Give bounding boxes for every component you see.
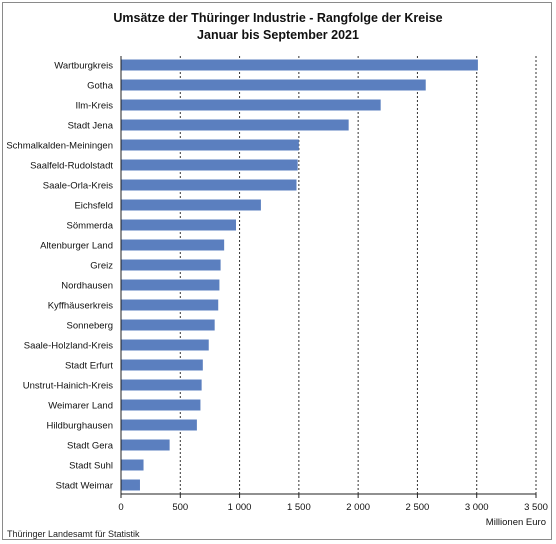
bar (121, 99, 381, 111)
bar (121, 239, 225, 251)
bar (121, 259, 221, 271)
bar (121, 59, 478, 71)
x-tick-label: 2 000 (346, 502, 370, 513)
category-label: Stadt Weimar (56, 481, 113, 492)
chart-title: Umsätze der Thüringer Industrie - Rangfo… (113, 11, 443, 25)
category-label: Greiz (90, 261, 113, 272)
category-label: Weimarer Land (48, 401, 113, 412)
bar (121, 219, 237, 231)
x-tick-label: 3 000 (465, 502, 489, 513)
category-label: Saalfeld-Rudolstadt (30, 161, 113, 172)
bar (121, 399, 201, 411)
x-tick-label: 2 500 (406, 502, 430, 513)
x-tick-label: 500 (172, 502, 188, 513)
category-label: Altenburger Land (40, 241, 113, 252)
category-label: Saale-Orla-Kreis (43, 181, 113, 192)
category-label: Wartburgkreis (54, 61, 113, 72)
x-tick-label: 3 500 (524, 502, 548, 513)
category-label: Sömmerda (67, 221, 114, 232)
category-label: Ilm-Kreis (76, 101, 114, 112)
bar (121, 459, 144, 471)
bar (121, 159, 298, 171)
category-label: Hildburghausen (46, 421, 113, 432)
x-axis-label: Millionen Euro (486, 517, 546, 528)
category-label: Nordhausen (61, 281, 113, 292)
bar (121, 119, 349, 131)
bar (121, 299, 219, 311)
chart-frame (2, 2, 552, 540)
bar (121, 359, 203, 371)
category-label: Stadt Gera (67, 441, 114, 452)
category-label: Eichsfeld (74, 201, 113, 212)
x-tick-label: 1 000 (228, 502, 252, 513)
category-label: Stadt Erfurt (65, 361, 113, 372)
category-label: Saale-Holzland-Kreis (24, 341, 113, 352)
category-label: Unstrut-Hainich-Kreis (23, 381, 114, 392)
x-tick-label: 1 500 (287, 502, 311, 513)
category-label: Sonneberg (67, 321, 113, 332)
source-note: Thüringer Landesamt für Statistik (7, 529, 140, 539)
bar (121, 199, 261, 211)
bar (121, 379, 202, 391)
bar (121, 339, 209, 351)
bar (121, 419, 197, 431)
chart-subtitle: Januar bis September 2021 (197, 28, 359, 42)
category-label: Schmalkalden-Meiningen (6, 141, 113, 152)
bar (121, 279, 220, 291)
bar (121, 179, 297, 191)
category-label: Gotha (87, 81, 114, 92)
bar (121, 319, 215, 331)
bar (121, 79, 426, 91)
x-tick-label: 0 (118, 502, 123, 513)
category-label: Stadt Suhl (69, 461, 113, 472)
category-label: Stadt Jena (68, 121, 114, 132)
bar (121, 439, 170, 451)
category-label: Kyffhäuserkreis (48, 301, 114, 312)
bar (121, 479, 140, 491)
bar (121, 139, 299, 151)
